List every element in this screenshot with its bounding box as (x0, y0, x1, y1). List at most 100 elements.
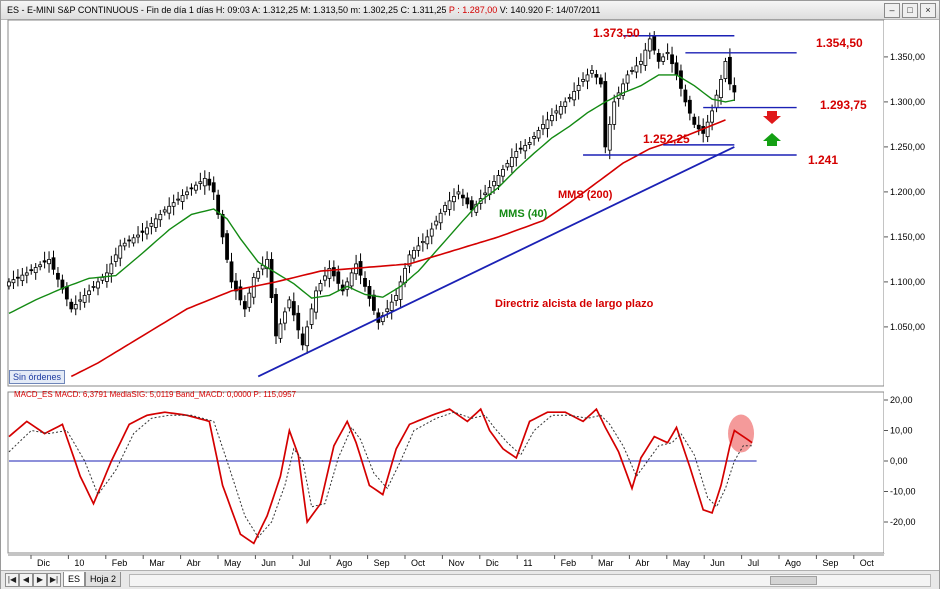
candle-body (314, 290, 318, 313)
candle-body (220, 213, 225, 238)
last-sheet-button[interactable]: ▶| (47, 573, 61, 587)
macd-y-tick-label: 10,00 (890, 426, 913, 436)
candle-body (234, 280, 238, 292)
candle-body (282, 311, 287, 324)
candle-body (643, 49, 648, 66)
maximize-button[interactable]: □ (902, 3, 918, 18)
x-tick-label: Jul (299, 558, 311, 568)
window-title: ES - E-MINI S&P CONTINUOUS - Fin de día … (7, 1, 600, 19)
candle-body (723, 61, 728, 79)
candle-body (216, 194, 221, 215)
x-tick-label: Dic (486, 558, 499, 568)
x-tick-label: Sep (374, 558, 390, 568)
candle-body (603, 81, 608, 148)
candle-body (247, 292, 252, 308)
candle-body (576, 85, 581, 91)
x-tick-label: May (673, 558, 691, 568)
x-tick-label: Mar (149, 558, 165, 568)
candle-body (532, 135, 536, 139)
candle-body (652, 36, 657, 51)
candle-body (728, 56, 732, 85)
candle-body (483, 192, 488, 195)
candle-body (412, 249, 416, 259)
y-tick-label: 1.250,00 (890, 142, 925, 152)
orders-badge[interactable]: Sin órdenes (9, 370, 66, 384)
candle-body (180, 195, 185, 202)
level-label: 1.252,25 (643, 132, 690, 146)
candle-body (639, 61, 643, 65)
candle-body (345, 281, 350, 290)
candle-body (229, 261, 234, 283)
candle-body (416, 245, 421, 251)
candle-body (447, 200, 452, 210)
candle-body (131, 237, 136, 244)
candle-body (78, 299, 83, 302)
candle-body (42, 260, 47, 263)
horizontal-scrollbar[interactable] (129, 574, 931, 587)
candle-body (7, 281, 11, 287)
candle-body (509, 156, 514, 168)
macd-panel (7, 391, 885, 554)
tab-hoja-2[interactable]: Hoja 2 (85, 572, 122, 587)
candle-body (607, 124, 612, 151)
candle-body (238, 286, 243, 301)
candle-body (407, 254, 412, 267)
candle-body (73, 303, 78, 310)
candle-body (558, 106, 563, 115)
candle-body (274, 294, 278, 337)
candle-body (331, 267, 336, 277)
candle-body (327, 267, 332, 279)
mms40-line (8, 74, 735, 315)
candle-body (505, 162, 510, 168)
candle-body (69, 301, 74, 310)
title-volume: V: 140.920 F: 14/07/2011 (497, 5, 601, 15)
candle-body (581, 79, 585, 82)
macd-line (8, 407, 753, 545)
candle-body (732, 85, 737, 93)
candle-body (460, 194, 465, 199)
candle-body (523, 144, 528, 152)
candle-body (149, 222, 154, 227)
candle-body (287, 299, 292, 309)
x-tick-label: Abr (635, 558, 649, 568)
candle-body (518, 147, 523, 150)
candle-body (256, 270, 261, 279)
trendline-annotation: Directriz alcista de largo plazo (495, 298, 654, 310)
candle-body (683, 89, 688, 103)
y-tick-label: 1.150,00 (890, 232, 925, 242)
level-label: 1.373,50 (593, 26, 640, 40)
first-sheet-button[interactable]: |◀ (5, 573, 19, 587)
x-tick-label: Sep (822, 558, 838, 568)
candle-body (47, 258, 51, 265)
candle-body (443, 204, 448, 213)
candle-body (38, 264, 43, 268)
candle-body (198, 181, 203, 184)
candle-body (109, 263, 114, 275)
candle-body (167, 205, 172, 214)
next-sheet-button[interactable]: ▶ (33, 573, 47, 587)
minimize-button[interactable]: – (884, 3, 900, 18)
candle-body (710, 110, 714, 123)
candle-body (621, 83, 625, 96)
prev-sheet-button[interactable]: ◀ (19, 573, 33, 587)
close-button[interactable]: × (920, 3, 936, 18)
level-label: 1.241 (808, 153, 838, 167)
macd-y-tick-label: -10,00 (890, 487, 916, 497)
candle-body (567, 97, 572, 100)
candle-body (305, 326, 310, 347)
candle-body (536, 129, 541, 139)
candle-body (572, 91, 577, 101)
x-tick-label: Jun (710, 558, 725, 568)
candle-body (323, 275, 327, 281)
scrollbar-thumb[interactable] (770, 576, 817, 585)
x-tick-label: May (224, 558, 242, 568)
candle-body (469, 200, 474, 211)
candle-body (82, 294, 87, 303)
y-tick-label: 1.050,00 (890, 322, 925, 332)
candle-body (598, 77, 603, 85)
candle-body (127, 239, 132, 242)
candle-body (318, 282, 323, 292)
candle-body (140, 230, 145, 233)
tab-es[interactable]: ES (63, 572, 86, 587)
